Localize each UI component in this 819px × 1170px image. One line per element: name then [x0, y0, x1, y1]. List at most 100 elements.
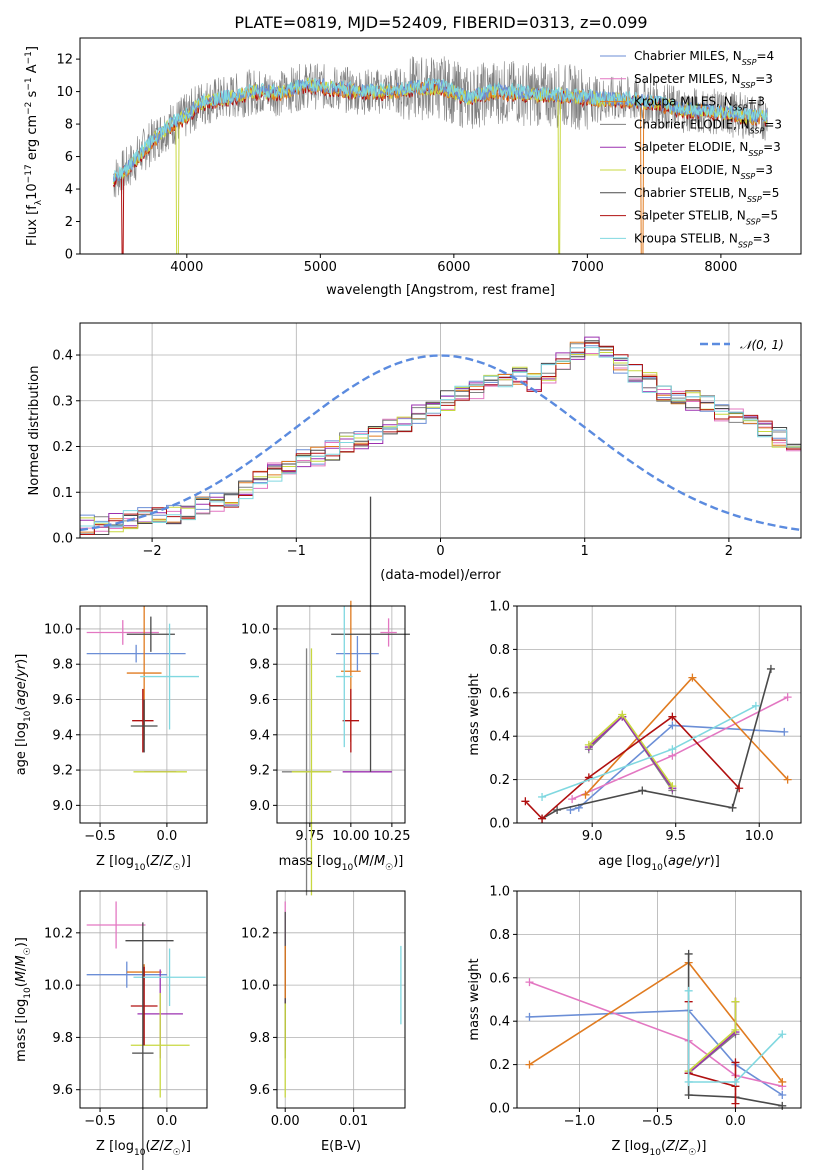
y-axis-label: age [log10(age/yr)] [14, 654, 33, 776]
y-tick-label: 0.8 [489, 643, 510, 658]
x-axis-label: age [log10(age/yr)] [598, 854, 720, 873]
y-tick-label: 9.2 [52, 764, 73, 779]
weight-marker [735, 784, 744, 793]
y-tick-label: 9.2 [249, 764, 270, 779]
weight-series-chabrier_miles [529, 1009, 783, 1096]
y-tick-label: 12 [56, 53, 73, 68]
weight-marker [751, 701, 760, 710]
age-vs-mass-panel: 9.75 10.00 10.25 9.0 9.2 9.4 9.6 9.8 10.0 mass [l… [241, 496, 410, 896]
x-tick-label: 0.0 [157, 1114, 178, 1129]
y-tick-label: 1.0 [489, 600, 510, 615]
y-tick-label: 0.6 [489, 971, 510, 986]
y-tick-label: 9.4 [52, 728, 73, 743]
x-tick-label: −1.0 [564, 1114, 596, 1129]
errorbar-point [86, 901, 146, 949]
axes-frame [516, 890, 802, 1109]
y-tick-label: 10.0 [241, 979, 270, 994]
x-axis-label: Z [log10(Z/Z☉)] [96, 1139, 191, 1158]
y-tick-label: 9.6 [249, 1083, 270, 1098]
histogram-salpeter_stelib [80, 342, 801, 535]
histogram-chabrier_miles [80, 345, 801, 529]
weight-marker [668, 721, 677, 730]
weight-marker [778, 1090, 787, 1099]
weight-marker [568, 795, 577, 804]
x-tick-label: 0.00 [271, 1114, 300, 1129]
errorbar-point [342, 688, 360, 753]
spectrum-model-kroupa_stelib [112, 77, 768, 182]
x-tick-label: 9.75 [295, 829, 324, 844]
x-tick-label: 9.0 [582, 829, 603, 844]
weight-marker [778, 1077, 787, 1086]
y-tick-label: 1.0 [489, 885, 510, 900]
weight-marker [731, 997, 740, 1006]
axes-frame [79, 37, 802, 255]
x-tick-label: 0.01 [339, 1114, 368, 1129]
y-tick-label: 9.6 [52, 693, 73, 708]
weight-vs-age-panel: 9.0 9.5 10.0 0.0 0.2 0.4 0.6 0.8 1.0 age [log10(a… [467, 600, 802, 873]
weight-marker [688, 673, 697, 682]
weight-marker [731, 1025, 740, 1034]
errorbar-point [336, 635, 379, 672]
weight-marker [780, 727, 789, 736]
errorbar-point [140, 623, 199, 730]
y-axis-label: mass [log10(M/M☉)] [14, 937, 33, 1062]
y-tick-label: 4 [65, 183, 73, 198]
panels: 4000 5000 6000 7000 8000024681012wavelength … [14, 37, 802, 1170]
weight-marker [778, 1030, 787, 1039]
y-tick-label: 0.3 [52, 394, 73, 409]
spectrum-panel: 4000 5000 6000 7000 8000 0 2 4 6 8 10 12 wavelength … [24, 37, 802, 298]
y-tick-label: 0.2 [489, 773, 510, 788]
axes-frame [79, 890, 208, 1109]
y-tick-label: 2 [65, 215, 73, 230]
errorbar-point [130, 699, 158, 753]
x-tick-label: 7000 [571, 260, 604, 275]
y-tick-label: 9.0 [249, 799, 270, 814]
y-tick-label: 9.0 [52, 799, 73, 814]
y-tick-label: 0.4 [489, 1015, 510, 1030]
age-vs-z-panel: −0.5 0.0 9.0 9.2 9.4 9.6 9.8 10.0 Z [log10(Z/Z☉)… [14, 605, 208, 873]
y-tick-label: 0.2 [52, 440, 73, 455]
histogram-chabrier_elodie [80, 341, 801, 535]
y-tick-label: 9.8 [52, 1031, 73, 1046]
weight-marker [668, 745, 677, 754]
histogram-salpeter_elodie [80, 336, 801, 528]
x-axis-label: E(B-V) [321, 1139, 361, 1154]
y-tick-label: 6 [65, 150, 73, 165]
axes-frame [516, 605, 802, 824]
x-tick-label: −0.5 [84, 829, 116, 844]
x-tick-label: 0 [436, 544, 444, 559]
weight-series-kroupa_stelib [687, 990, 783, 1083]
weight-marker [731, 1099, 740, 1108]
weight-marker [731, 1077, 740, 1086]
weight-series-salpeter_miles [529, 981, 783, 1088]
legend-label: Salpeter MILES, NSSP=3 [634, 72, 773, 90]
errorbar-point [130, 992, 190, 1098]
legend-label: 𝒩(0, 1) [740, 338, 784, 352]
weight-marker [584, 740, 593, 749]
weight-marker [525, 978, 534, 987]
errorbar-point [133, 948, 206, 1007]
y-axis-label: mass weight [467, 673, 482, 755]
weight-series-salpeter_miles [571, 696, 788, 800]
weight-marker [731, 1058, 740, 1067]
figure-title: PLATE=0819, MJD=52409, FIBERID=0313, z=0… [234, 13, 647, 32]
y-tick-label: 0.1 [52, 486, 73, 501]
axes-frame [79, 605, 208, 824]
x-tick-label: 8000 [704, 260, 737, 275]
weight-marker [525, 1060, 534, 1069]
y-tick-label: 0.0 [489, 1102, 510, 1117]
y-tick-label: 0.0 [52, 532, 73, 547]
y-tick-label: 9.4 [249, 728, 270, 743]
weight-vs-z-panel: −1.0 −0.5 0.0 0.0 0.2 0.4 0.6 0.8 1.0 Z [log10(Z/… [467, 885, 802, 1158]
x-tick-label: 10.25 [373, 829, 410, 844]
weight-marker [783, 693, 792, 702]
legend-label: Kroupa STELIB, NSSP=3 [634, 231, 770, 249]
residuals-panel: −2 −1 0 1 2 0.0 0.1 0.2 0.3 0.4 𝒩(0, 1) (data-model… [27, 322, 802, 583]
y-tick-label: 9.8 [52, 658, 73, 673]
errorbar-point [130, 966, 158, 1046]
mass-vs-ebv-panel: 0.00 0.01 9.6 9.8 10.0 10.2 E(B-V) [241, 890, 406, 1154]
x-tick-label: 6000 [437, 260, 470, 275]
y-tick-label: 9.6 [52, 1083, 73, 1098]
weight-marker [778, 1101, 787, 1110]
y-tick-label: 0.0 [489, 817, 510, 832]
